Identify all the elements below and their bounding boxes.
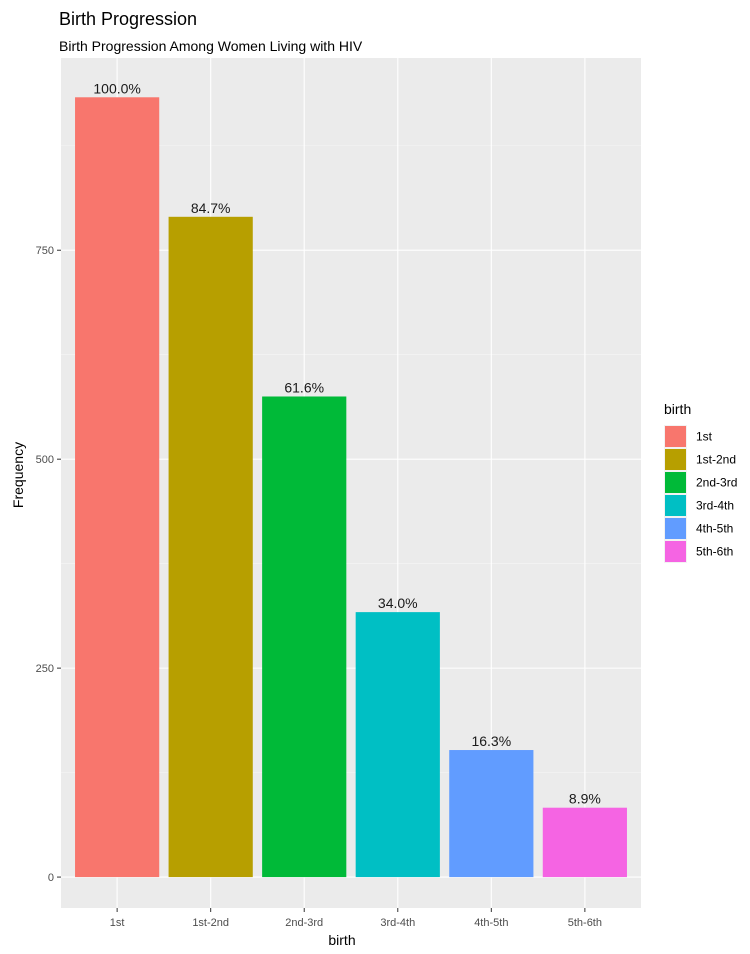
bar-1st-2nd	[168, 216, 253, 878]
legend: birth 1st 1st-2nd 2nd-3rd 3rd-4th 4th-5th 5th…	[664, 401, 737, 563]
bar-label: 84.7%	[191, 200, 231, 216]
bar-labels: 100.0% 84.7% 61.6% 34.0% 16.3% 8.9%	[93, 80, 600, 806]
bar-label: 16.3%	[471, 733, 511, 749]
bar-4th-5th	[449, 750, 534, 878]
legend-swatch	[665, 426, 686, 447]
legend-label: 1st	[696, 430, 713, 444]
x-tick-label: 4th-5th	[474, 917, 508, 929]
x-tick-label: 1st	[110, 917, 125, 929]
legend-label: 2nd-3rd	[696, 476, 737, 490]
legend-title: birth	[664, 401, 691, 417]
chart-title: Birth Progression	[59, 9, 197, 29]
y-axis: 0 250 500 750	[36, 245, 61, 884]
x-tick-label: 1st-2nd	[192, 917, 229, 929]
y-tick-label: 500	[36, 454, 54, 466]
legend-label: 5th-6th	[696, 545, 733, 559]
y-tick-label: 250	[36, 663, 54, 675]
legend-swatch	[665, 449, 686, 470]
bars	[75, 97, 627, 878]
bar-label: 100.0%	[93, 80, 140, 96]
bar-label: 34.0%	[378, 595, 418, 611]
legend-label: 1st-2nd	[696, 453, 736, 467]
x-tick-label: 3rd-4th	[380, 917, 415, 929]
bar-5th-6th	[542, 807, 627, 878]
x-tick-label: 5th-6th	[568, 917, 602, 929]
bar-label: 8.9%	[569, 791, 601, 807]
bar-label: 61.6%	[284, 379, 324, 395]
legend-label: 3rd-4th	[696, 499, 734, 513]
legend-items: 1st 1st-2nd 2nd-3rd 3rd-4th 4th-5th 5th-6th	[664, 425, 737, 563]
y-axis-title: Frequency	[10, 442, 26, 508]
x-axis: 1st 1st-2nd 2nd-3rd 3rd-4th 4th-5th 5th-6th	[110, 908, 602, 929]
bar-1st	[75, 97, 160, 878]
bar-2nd-3rd	[262, 396, 347, 878]
chart-subtitle: Birth Progression Among Women Living wit…	[59, 38, 363, 54]
legend-swatch	[665, 495, 686, 516]
y-tick-label: 750	[36, 245, 54, 257]
x-tick-label: 2nd-3rd	[285, 917, 323, 929]
x-axis-title: birth	[328, 932, 355, 948]
legend-swatch	[665, 472, 686, 493]
y-tick-label: 0	[48, 872, 54, 884]
bar-3rd-4th	[355, 612, 440, 878]
legend-label: 4th-5th	[696, 522, 733, 536]
legend-swatch	[665, 518, 686, 539]
legend-swatch	[665, 541, 686, 562]
